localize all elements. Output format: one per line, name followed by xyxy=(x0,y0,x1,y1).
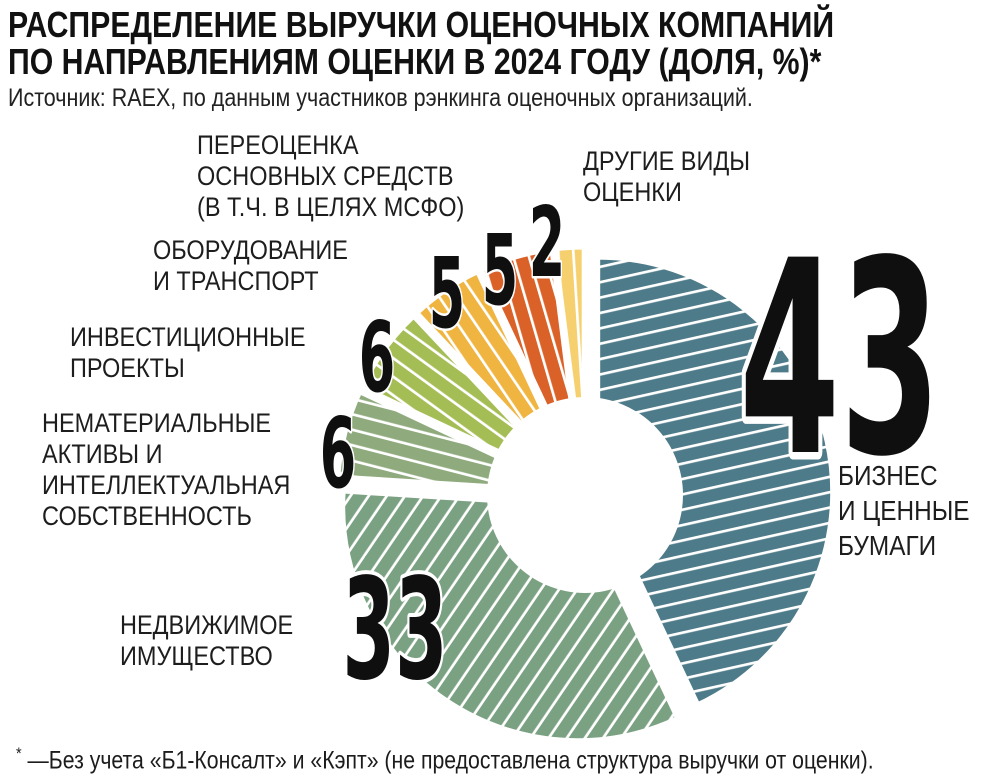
footnote-text: —Без учета «Б1-Консалт» и «Кэпт» (не пре… xyxy=(21,746,874,775)
label-line: И ТРАНСПОРТ xyxy=(153,266,319,296)
value-label-equipment: 5 xyxy=(429,239,465,351)
value-label-revaluation: 5 xyxy=(482,216,518,328)
label-business: БИЗНЕС И ЦЕННЫЕ БУМАГИ xyxy=(838,458,970,563)
label-line: АКТИВЫ И xyxy=(42,439,163,469)
value-label-intangible: 6 xyxy=(320,399,356,511)
label-line: ДРУГИЕ ВИДЫ xyxy=(583,146,751,176)
title-line-2: ПО НАПРАВЛЕНИЯМ ОЦЕНКИ В 2024 ГОДУ (ДОЛЯ… xyxy=(8,41,822,82)
donut-hole xyxy=(487,397,683,593)
value-label-other: 2 xyxy=(529,188,565,300)
label-line: НЕДВИЖИМОЕ xyxy=(120,610,294,640)
label-investment: ИНВЕСТИЦИОННЫЕ ПРОЕКТЫ xyxy=(70,322,306,384)
title-line-1: РАСПРЕДЕЛЕНИЕ ВЫРУЧКИ ОЦЕНОЧНЫХ КОМПАНИЙ xyxy=(8,4,835,45)
label-line: ОЦЕНКИ xyxy=(583,177,682,207)
label-equipment: ОБОРУДОВАНИЕ И ТРАНСПОРТ xyxy=(153,235,348,297)
label-line: БИЗНЕС xyxy=(838,460,938,491)
label-revaluation: ПЕРЕОЦЕНКА ОСНОВНЫХ СРЕДСТВ (В Т.Ч. В ЦЕ… xyxy=(197,130,464,223)
label-line: СОБСТВЕННОСТЬ xyxy=(42,501,252,531)
footnote: * —Без учета «Б1-Консалт» и «Кэпт» (не п… xyxy=(16,744,874,775)
footnote-star: * xyxy=(16,744,22,763)
label-line: ИМУЩЕСТВО xyxy=(120,641,273,671)
page-title: РАСПРЕДЕЛЕНИЕ ВЫРУЧКИ ОЦЕНОЧНЫХ КОМПАНИЙ… xyxy=(8,6,834,80)
value-label-investment: 6 xyxy=(359,303,395,415)
label-intangible: НЕМАТЕРИАЛЬНЫЕ АКТИВЫ И ИНТЕЛЛЕКТУАЛЬНАЯ… xyxy=(42,408,290,532)
label-realestate: НЕДВИЖИМОЕ ИМУЩЕСТВО xyxy=(120,610,293,672)
label-line: ОБОРУДОВАНИЕ xyxy=(153,235,348,265)
label-line: (В Т.Ч. В ЦЕЛЯХ МСФО) xyxy=(197,192,465,222)
label-line: ПРОЕКТЫ xyxy=(70,353,185,383)
value-label-realestate: 33 xyxy=(342,549,447,712)
label-line: БУМАГИ xyxy=(838,530,937,561)
label-other: ДРУГИЕ ВИДЫ ОЦЕНКИ xyxy=(583,146,750,208)
label-line: ИНВЕСТИЦИОННЫЕ xyxy=(70,322,306,352)
pie-slice-business xyxy=(595,254,836,708)
label-line: ОСНОВНЫХ СРЕДСТВ xyxy=(197,161,454,191)
label-line: И ЦЕННЫЕ xyxy=(838,495,970,526)
value-label-business: 43 xyxy=(739,203,940,515)
label-line: ИНТЕЛЛЕКТУАЛЬНАЯ xyxy=(42,470,291,500)
label-line: НЕМАТЕРИАЛЬНЫЕ xyxy=(42,408,272,438)
label-line: ПЕРЕОЦЕНКА xyxy=(197,130,359,160)
source-note: Источник: RAEX, по данным участников рэн… xyxy=(8,84,753,112)
